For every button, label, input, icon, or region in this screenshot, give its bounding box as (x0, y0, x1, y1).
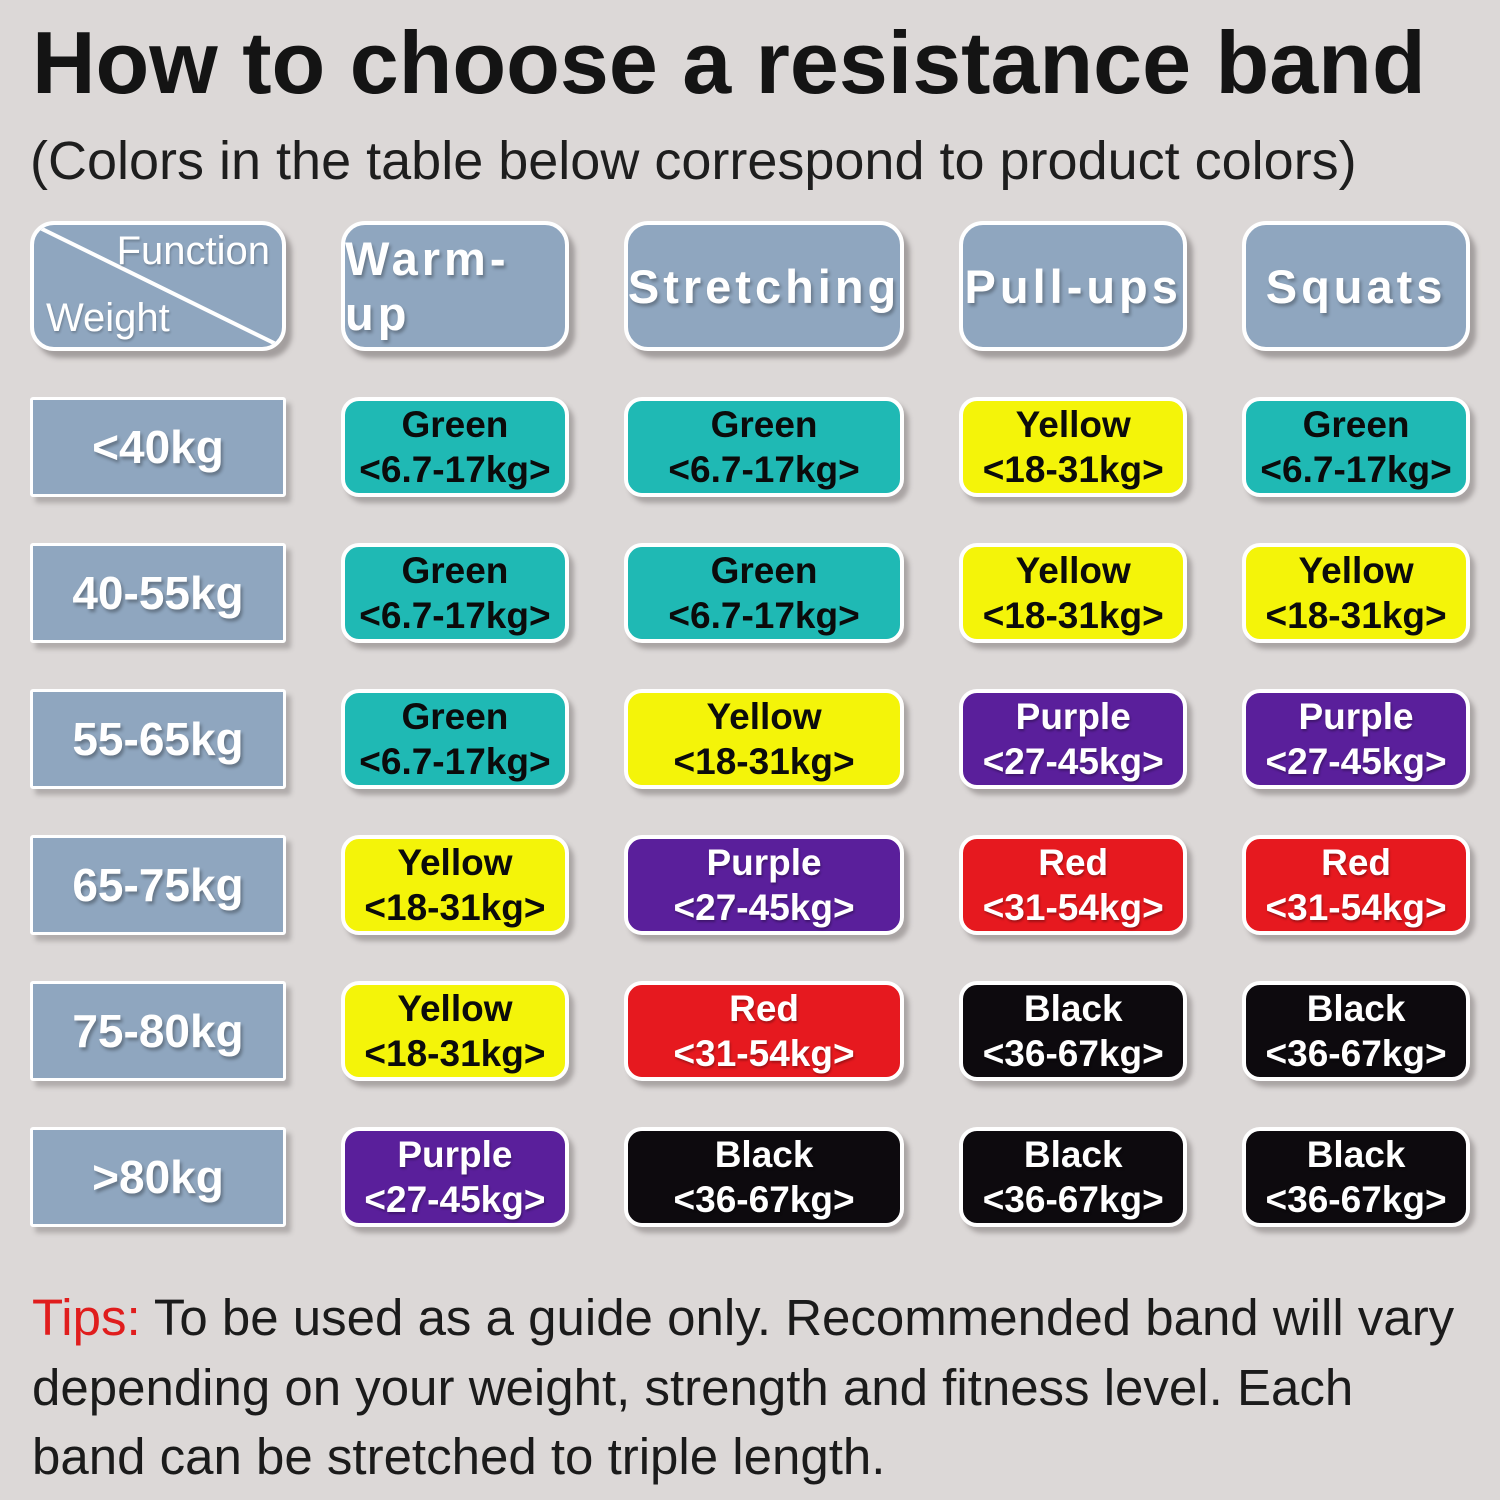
band-range-label: <6.7-17kg> (1260, 449, 1452, 491)
band-cell: Black <36-67kg> (623, 1127, 905, 1228)
band-color-label: Red (1038, 842, 1109, 884)
row-header-weight: 75-80kg (30, 981, 286, 1082)
band-color-label: Black (1306, 1134, 1406, 1176)
band-color-label: Black (1306, 988, 1406, 1030)
page-subtitle: (Colors in the table below correspond to… (30, 130, 1357, 191)
band-color-label: Red (729, 988, 800, 1030)
band-range-label: <18-31kg> (364, 887, 546, 929)
band-cell: Black <36-67kg> (959, 1127, 1188, 1228)
corner-function-label: Function (116, 229, 270, 274)
page-title: How to choose a resistance band (32, 13, 1426, 112)
band-range-label: <36-67kg> (982, 1033, 1164, 1075)
band-cell: Purple <27-45kg> (959, 689, 1188, 790)
band-cell: Green <6.7-17kg> (341, 543, 569, 644)
band-color-label: Purple (706, 842, 822, 884)
diagonal-divider-line (34, 225, 282, 347)
tips-note: Tips: To be used as a guide only. Recomm… (32, 1283, 1468, 1491)
band-color-label: Yellow (1298, 550, 1414, 592)
band-color-label: Red (1321, 842, 1392, 884)
band-cell: Yellow <18-31kg> (959, 397, 1188, 498)
band-color-label: Yellow (397, 988, 513, 1030)
band-range-label: <6.7-17kg> (668, 449, 860, 491)
band-color-label: Green (710, 404, 818, 446)
row-header-weight: 40-55kg (30, 543, 286, 644)
band-cell: Red <31-54kg> (1242, 835, 1470, 936)
band-cell: Yellow <18-31kg> (959, 543, 1188, 644)
band-range-label: <36-67kg> (982, 1179, 1164, 1221)
row-header-weight: <40kg (30, 397, 286, 498)
band-cell: Yellow <18-31kg> (1242, 543, 1470, 644)
band-cell: Yellow <18-31kg> (341, 835, 569, 936)
column-header-squats: Squats (1242, 221, 1470, 352)
band-cell: Black <36-67kg> (1242, 1127, 1470, 1228)
band-cell: Red <31-54kg> (959, 835, 1188, 936)
band-range-label: <36-67kg> (1265, 1033, 1447, 1075)
column-header-warm-up: Warm-up (341, 221, 569, 352)
band-range-label: <6.7-17kg> (359, 595, 551, 637)
band-range-label: <36-67kg> (673, 1179, 855, 1221)
corner-header-cell: Function Weight (30, 221, 286, 352)
row-header-weight: 65-75kg (30, 835, 286, 936)
band-range-label: <18-31kg> (364, 1033, 546, 1075)
row-header-weight: >80kg (30, 1127, 286, 1228)
band-color-label: Yellow (706, 696, 822, 738)
row-header-weight: 55-65kg (30, 689, 286, 790)
band-cell: Black <36-67kg> (959, 981, 1188, 1082)
band-range-label: <27-45kg> (982, 741, 1164, 783)
band-cell: Purple <27-45kg> (1242, 689, 1470, 790)
band-range-label: <27-45kg> (673, 887, 855, 929)
band-range-label: <6.7-17kg> (668, 595, 860, 637)
band-cell: Black <36-67kg> (1242, 981, 1470, 1082)
band-range-label: <6.7-17kg> (359, 741, 551, 783)
band-color-label: Yellow (397, 842, 513, 884)
band-cell: Yellow <18-31kg> (341, 981, 569, 1082)
band-range-label: <6.7-17kg> (359, 449, 551, 491)
band-cell: Green <6.7-17kg> (1242, 397, 1470, 498)
band-range-label: <18-31kg> (673, 741, 855, 783)
band-cell: Purple <27-45kg> (341, 1127, 569, 1228)
band-color-label: Black (714, 1134, 814, 1176)
band-range-label: <31-54kg> (982, 887, 1164, 929)
band-color-label: Green (401, 696, 509, 738)
band-range-label: <27-45kg> (1265, 741, 1447, 783)
band-color-label: Green (401, 404, 509, 446)
band-color-label: Purple (1015, 696, 1131, 738)
band-cell: Purple <27-45kg> (623, 835, 905, 936)
tips-text: To be used as a guide only. Recommended … (32, 1289, 1455, 1486)
band-range-label: <27-45kg> (364, 1179, 546, 1221)
band-cell: Yellow <18-31kg> (623, 689, 905, 790)
band-color-label: Green (1302, 404, 1410, 446)
band-cell: Green <6.7-17kg> (341, 397, 569, 498)
column-header-stretching: Stretching (623, 221, 905, 352)
band-color-label: Black (1023, 1134, 1123, 1176)
band-cell: Green <6.7-17kg> (623, 397, 905, 498)
band-range-label: <31-54kg> (673, 1033, 855, 1075)
band-cell: Green <6.7-17kg> (341, 689, 569, 790)
band-range-label: <18-31kg> (982, 595, 1164, 637)
corner-weight-label: Weight (46, 296, 170, 341)
tips-label: Tips: (32, 1289, 141, 1347)
band-cell: Red <31-54kg> (623, 981, 905, 1082)
band-color-label: Yellow (1015, 404, 1131, 446)
band-range-label: <18-31kg> (982, 449, 1164, 491)
band-color-label: Green (710, 550, 818, 592)
band-selection-table: Function Weight Warm-up Stretching Pull-… (30, 221, 1470, 1228)
band-color-label: Green (401, 550, 509, 592)
band-color-label: Purple (1298, 696, 1414, 738)
band-color-label: Black (1023, 988, 1123, 1030)
band-range-label: <18-31kg> (1265, 595, 1447, 637)
band-range-label: <31-54kg> (1265, 887, 1447, 929)
band-cell: Green <6.7-17kg> (623, 543, 905, 644)
column-header-pull-ups: Pull-ups (959, 221, 1188, 352)
band-range-label: <36-67kg> (1265, 1179, 1447, 1221)
band-color-label: Yellow (1015, 550, 1131, 592)
band-color-label: Purple (397, 1134, 513, 1176)
